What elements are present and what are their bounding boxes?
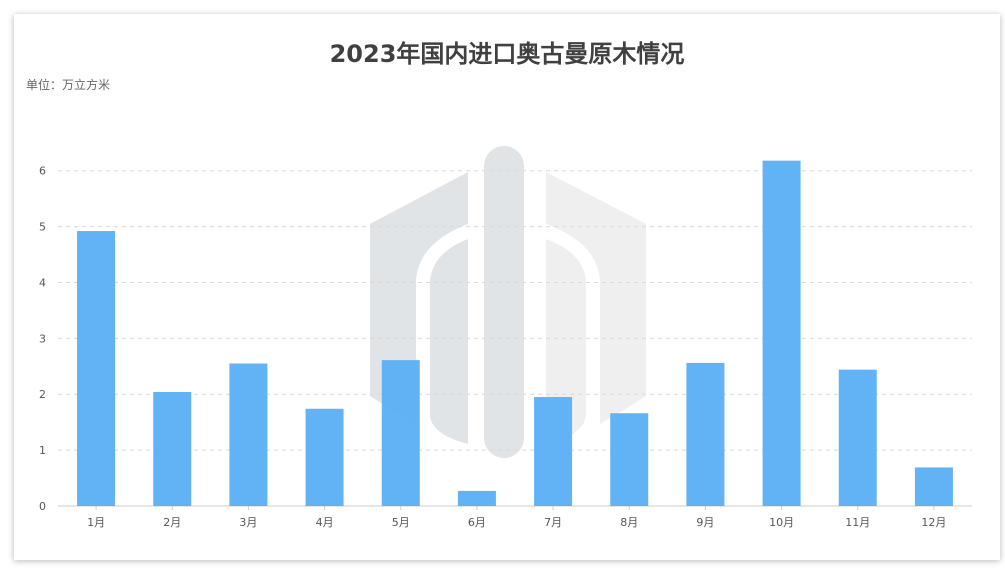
x-tick-label: 8月 xyxy=(620,516,638,529)
x-tick-label: 12月 xyxy=(921,516,946,529)
bar-8[interactable] xyxy=(610,413,649,506)
x-tick-label: 6月 xyxy=(468,516,486,529)
bar-chart: 0 1 2 3 4 5 6 1月 2月 3月 4月 5月 6月 7月 8月 9月 10月 11月 12月 xyxy=(39,160,972,529)
chart-card: 2023年国内进口奥古曼原木情况 单位：万立方米 0 1 2 3 4 5 6 1月 2月 3月 4月… xyxy=(14,14,1000,560)
x-tick-label: 3月 xyxy=(239,516,257,529)
bar-4[interactable] xyxy=(305,408,344,506)
bar-2[interactable] xyxy=(153,392,192,506)
y-tick-label: 3 xyxy=(39,332,46,345)
x-tick-label: 10月 xyxy=(769,516,794,529)
y-tick-label: 0 xyxy=(39,500,46,513)
bar-11[interactable] xyxy=(838,369,877,506)
x-tick-label: 1月 xyxy=(87,516,105,529)
x-tick-label: 4月 xyxy=(316,516,334,529)
bar-10[interactable] xyxy=(762,160,801,506)
x-tick-label: 7月 xyxy=(544,516,562,529)
bar-3[interactable] xyxy=(229,363,268,507)
x-tick-label: 2月 xyxy=(163,516,181,529)
x-tick-label: 11月 xyxy=(845,516,870,529)
chart-title: 2023年国内进口奥古曼原木情况 xyxy=(329,40,685,68)
bar-12[interactable] xyxy=(914,467,953,506)
bar-6[interactable] xyxy=(457,490,496,506)
bar-7[interactable] xyxy=(534,397,573,506)
y-tick-label: 5 xyxy=(39,221,46,234)
y-tick-label: 2 xyxy=(39,388,46,401)
y-tick-label: 6 xyxy=(39,165,46,178)
bar-9[interactable] xyxy=(686,362,725,506)
y-tick-label: 1 xyxy=(39,444,46,457)
bar-1[interactable] xyxy=(77,231,116,506)
bar-5[interactable] xyxy=(381,360,420,506)
unit-label: 单位：万立方米 xyxy=(26,78,111,92)
x-tick-label: 5月 xyxy=(392,516,410,529)
x-tick-label: 9月 xyxy=(696,516,714,529)
y-tick-label: 4 xyxy=(39,276,46,289)
